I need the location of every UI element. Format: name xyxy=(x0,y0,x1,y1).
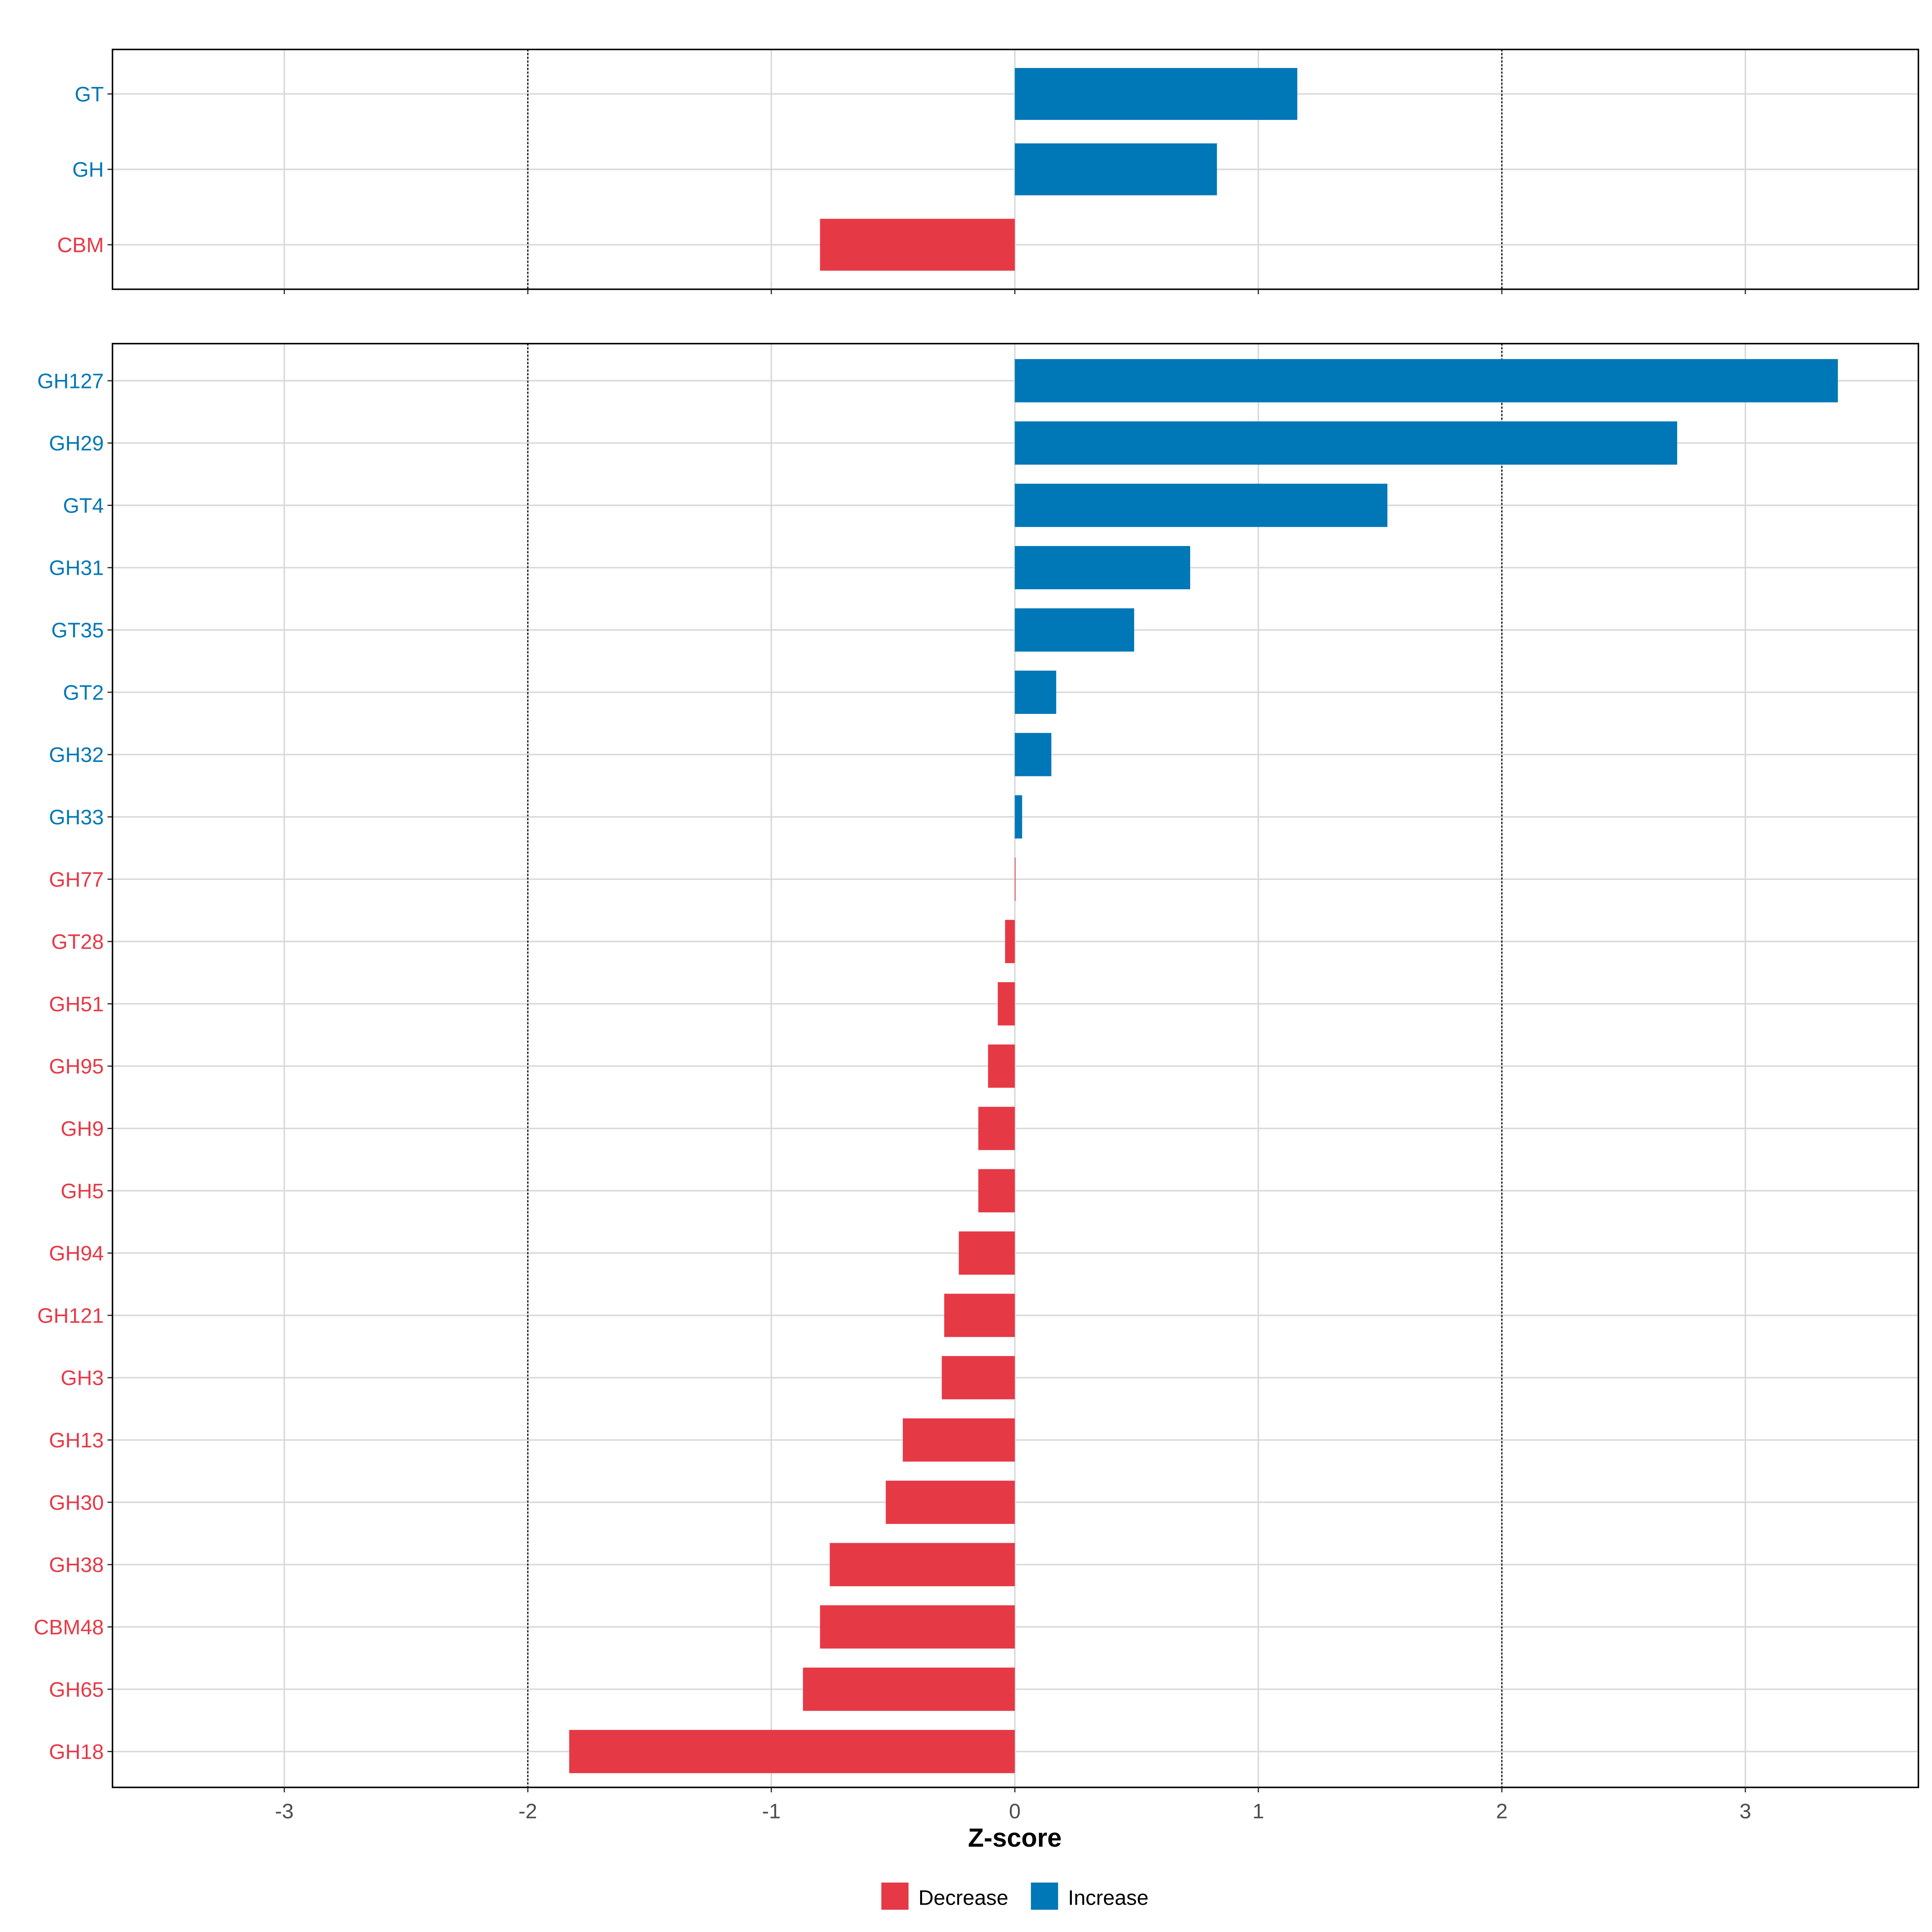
y-tick-label: GH33 xyxy=(49,806,104,829)
bar-gh95 xyxy=(988,1044,1015,1088)
y-tick-label: CBM xyxy=(57,233,104,257)
y-tick-label: GT35 xyxy=(51,619,104,642)
y-tick-label: GH38 xyxy=(49,1554,104,1577)
y-tick-label: GT xyxy=(74,83,103,106)
bar-gh32 xyxy=(1015,733,1052,776)
y-tick-label: GT28 xyxy=(51,931,104,954)
bar-gh65 xyxy=(803,1668,1015,1711)
bar-gh5 xyxy=(978,1169,1015,1213)
y-tick-label: GH5 xyxy=(61,1180,104,1203)
legend: Decrease Increase xyxy=(881,1882,1149,1910)
bar-gh33 xyxy=(1015,795,1022,839)
y-tick-label: GH32 xyxy=(49,743,104,767)
bar-gh121 xyxy=(944,1294,1015,1337)
bar-gh30 xyxy=(886,1480,1015,1524)
x-axis-title: Z-score xyxy=(968,1823,1062,1852)
y-tick-label: GH127 xyxy=(37,369,104,393)
bar-gt4 xyxy=(1015,483,1387,527)
x-tick-label: -1 xyxy=(762,1800,780,1823)
legend-label-increase: Increase xyxy=(1068,1886,1148,1909)
bar-gh9 xyxy=(978,1106,1015,1150)
bar-gh31 xyxy=(1015,546,1190,590)
legend-swatch-increase xyxy=(1031,1882,1058,1910)
bar-gh xyxy=(1015,143,1217,196)
bar-gh127 xyxy=(1015,359,1838,402)
legend-label-decrease: Decrease xyxy=(919,1886,1008,1909)
bar-gh3 xyxy=(941,1356,1015,1399)
x-tick-label: 0 xyxy=(1009,1800,1021,1823)
y-tick-label: GH9 xyxy=(61,1117,104,1141)
y-tick-label: GH xyxy=(72,158,104,182)
x-tick-label: 3 xyxy=(1740,1800,1751,1823)
legend-swatch-decrease xyxy=(881,1882,909,1910)
bar-gh94 xyxy=(959,1231,1015,1275)
x-tick-label: -2 xyxy=(518,1800,537,1823)
y-tick-label: GT4 xyxy=(63,494,104,518)
bar-gh77 xyxy=(1015,857,1016,901)
bar-cbm48 xyxy=(820,1605,1015,1649)
y-tick-label: GT2 xyxy=(63,681,104,704)
x-tick-label: -3 xyxy=(275,1800,293,1823)
bar-gh29 xyxy=(1015,421,1677,465)
y-tick-label: CBM48 xyxy=(34,1616,104,1639)
bar-gt2 xyxy=(1015,671,1057,714)
top-panel: GT GH CBM xyxy=(57,48,1920,294)
y-tick-label: GH77 xyxy=(49,868,104,892)
bar-gt xyxy=(1015,68,1298,120)
x-tick-label: 1 xyxy=(1253,1800,1264,1823)
y-tick-label: GH51 xyxy=(49,993,104,1016)
y-tick-label: GH95 xyxy=(49,1055,104,1078)
bar-gt35 xyxy=(1015,608,1134,652)
bottom-panel: GH127GH29GT4GH31GT35GT2GH32GH33GH77GT28G… xyxy=(34,343,1920,1823)
y-tick-label: GH29 xyxy=(49,432,104,455)
bar-gh38 xyxy=(830,1543,1015,1586)
y-tick-label: GH30 xyxy=(49,1491,104,1515)
x-tick-label: 2 xyxy=(1496,1800,1508,1823)
bar-gh51 xyxy=(997,982,1015,1026)
bar-gh13 xyxy=(903,1418,1015,1462)
y-tick-label: GH65 xyxy=(49,1678,104,1701)
y-tick-label: GH121 xyxy=(37,1304,104,1327)
bar-gh18 xyxy=(569,1730,1015,1773)
y-tick-label: GH18 xyxy=(49,1740,104,1764)
bar-gt28 xyxy=(1005,920,1015,963)
y-tick-label: GH94 xyxy=(49,1242,104,1265)
y-tick-label: GH13 xyxy=(49,1429,104,1452)
bar-cbm xyxy=(820,219,1015,271)
y-tick-label: GH31 xyxy=(49,557,104,580)
y-tick-label: GH3 xyxy=(61,1366,104,1390)
